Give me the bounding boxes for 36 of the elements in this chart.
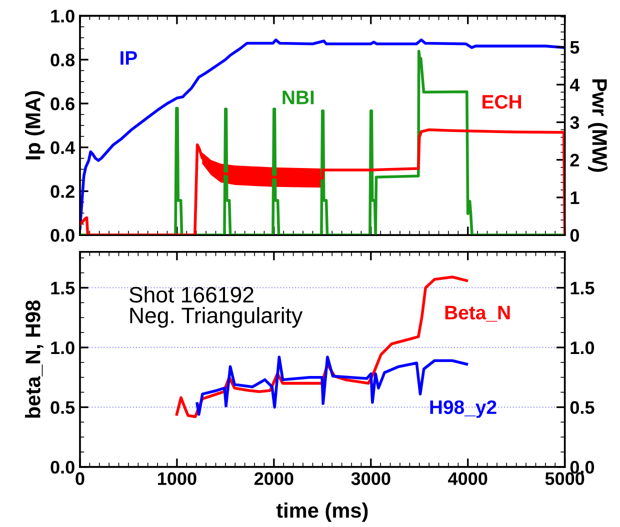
y-tick-label: 0.2 [50, 185, 74, 198]
y-tick-label: 0.8 [50, 54, 75, 66]
y-tick-label: 1.0 [51, 10, 74, 23]
series-label: H98_y2 [430, 400, 496, 418]
y2-tick-label: 1 [570, 192, 580, 204]
x-tick-label: 5000 [545, 472, 584, 486]
y-tick-label: 0.4 [50, 141, 76, 154]
y2-tick-label: 3 [570, 116, 580, 129]
x-tick-label: 4000 [448, 472, 488, 486]
y2-tick-label: 0.0 [570, 460, 594, 474]
series-label: NBI [282, 90, 314, 104]
y-tick-label: 0.0 [50, 460, 74, 474]
x-tick-label: 0 [76, 472, 84, 486]
x-tick-label: 2000 [254, 472, 294, 486]
y2-tick-label: 4 [570, 78, 580, 92]
annotation: Shot 166192 Neg. Triangularity [129, 286, 303, 328]
y-tick-label: 1.0 [51, 341, 74, 354]
text: IP [120, 51, 137, 65]
x-tick-label: 3000 [351, 472, 390, 486]
y2-axis-title: Pwr (MW) [588, 79, 608, 172]
y2-tick-label: 2 [570, 154, 579, 166]
series-label: Beta_N [445, 306, 510, 322]
series-label: ECH [482, 94, 522, 109]
y-axis-title: Ip (MA) [25, 91, 44, 160]
y2-tick-label: 5 [570, 41, 580, 54]
y-tick-label: 1.5 [51, 282, 75, 294]
y2-tick-label: 1.5 [570, 282, 594, 294]
y-tick-label: 0.5 [50, 401, 75, 414]
y-axis-title: beta_N, H98 [25, 300, 44, 418]
y2-tick-label: 1.0 [570, 341, 594, 354]
y2-tick-label: 0.5 [570, 401, 594, 414]
y-tick-label: 0.6 [50, 97, 74, 110]
y-tick-label: 0.0 [50, 228, 74, 242]
x-tick-label: 1000 [158, 472, 196, 486]
y2-tick-label: 0 [570, 228, 579, 242]
x-axis-title: time (ms) [276, 502, 368, 522]
